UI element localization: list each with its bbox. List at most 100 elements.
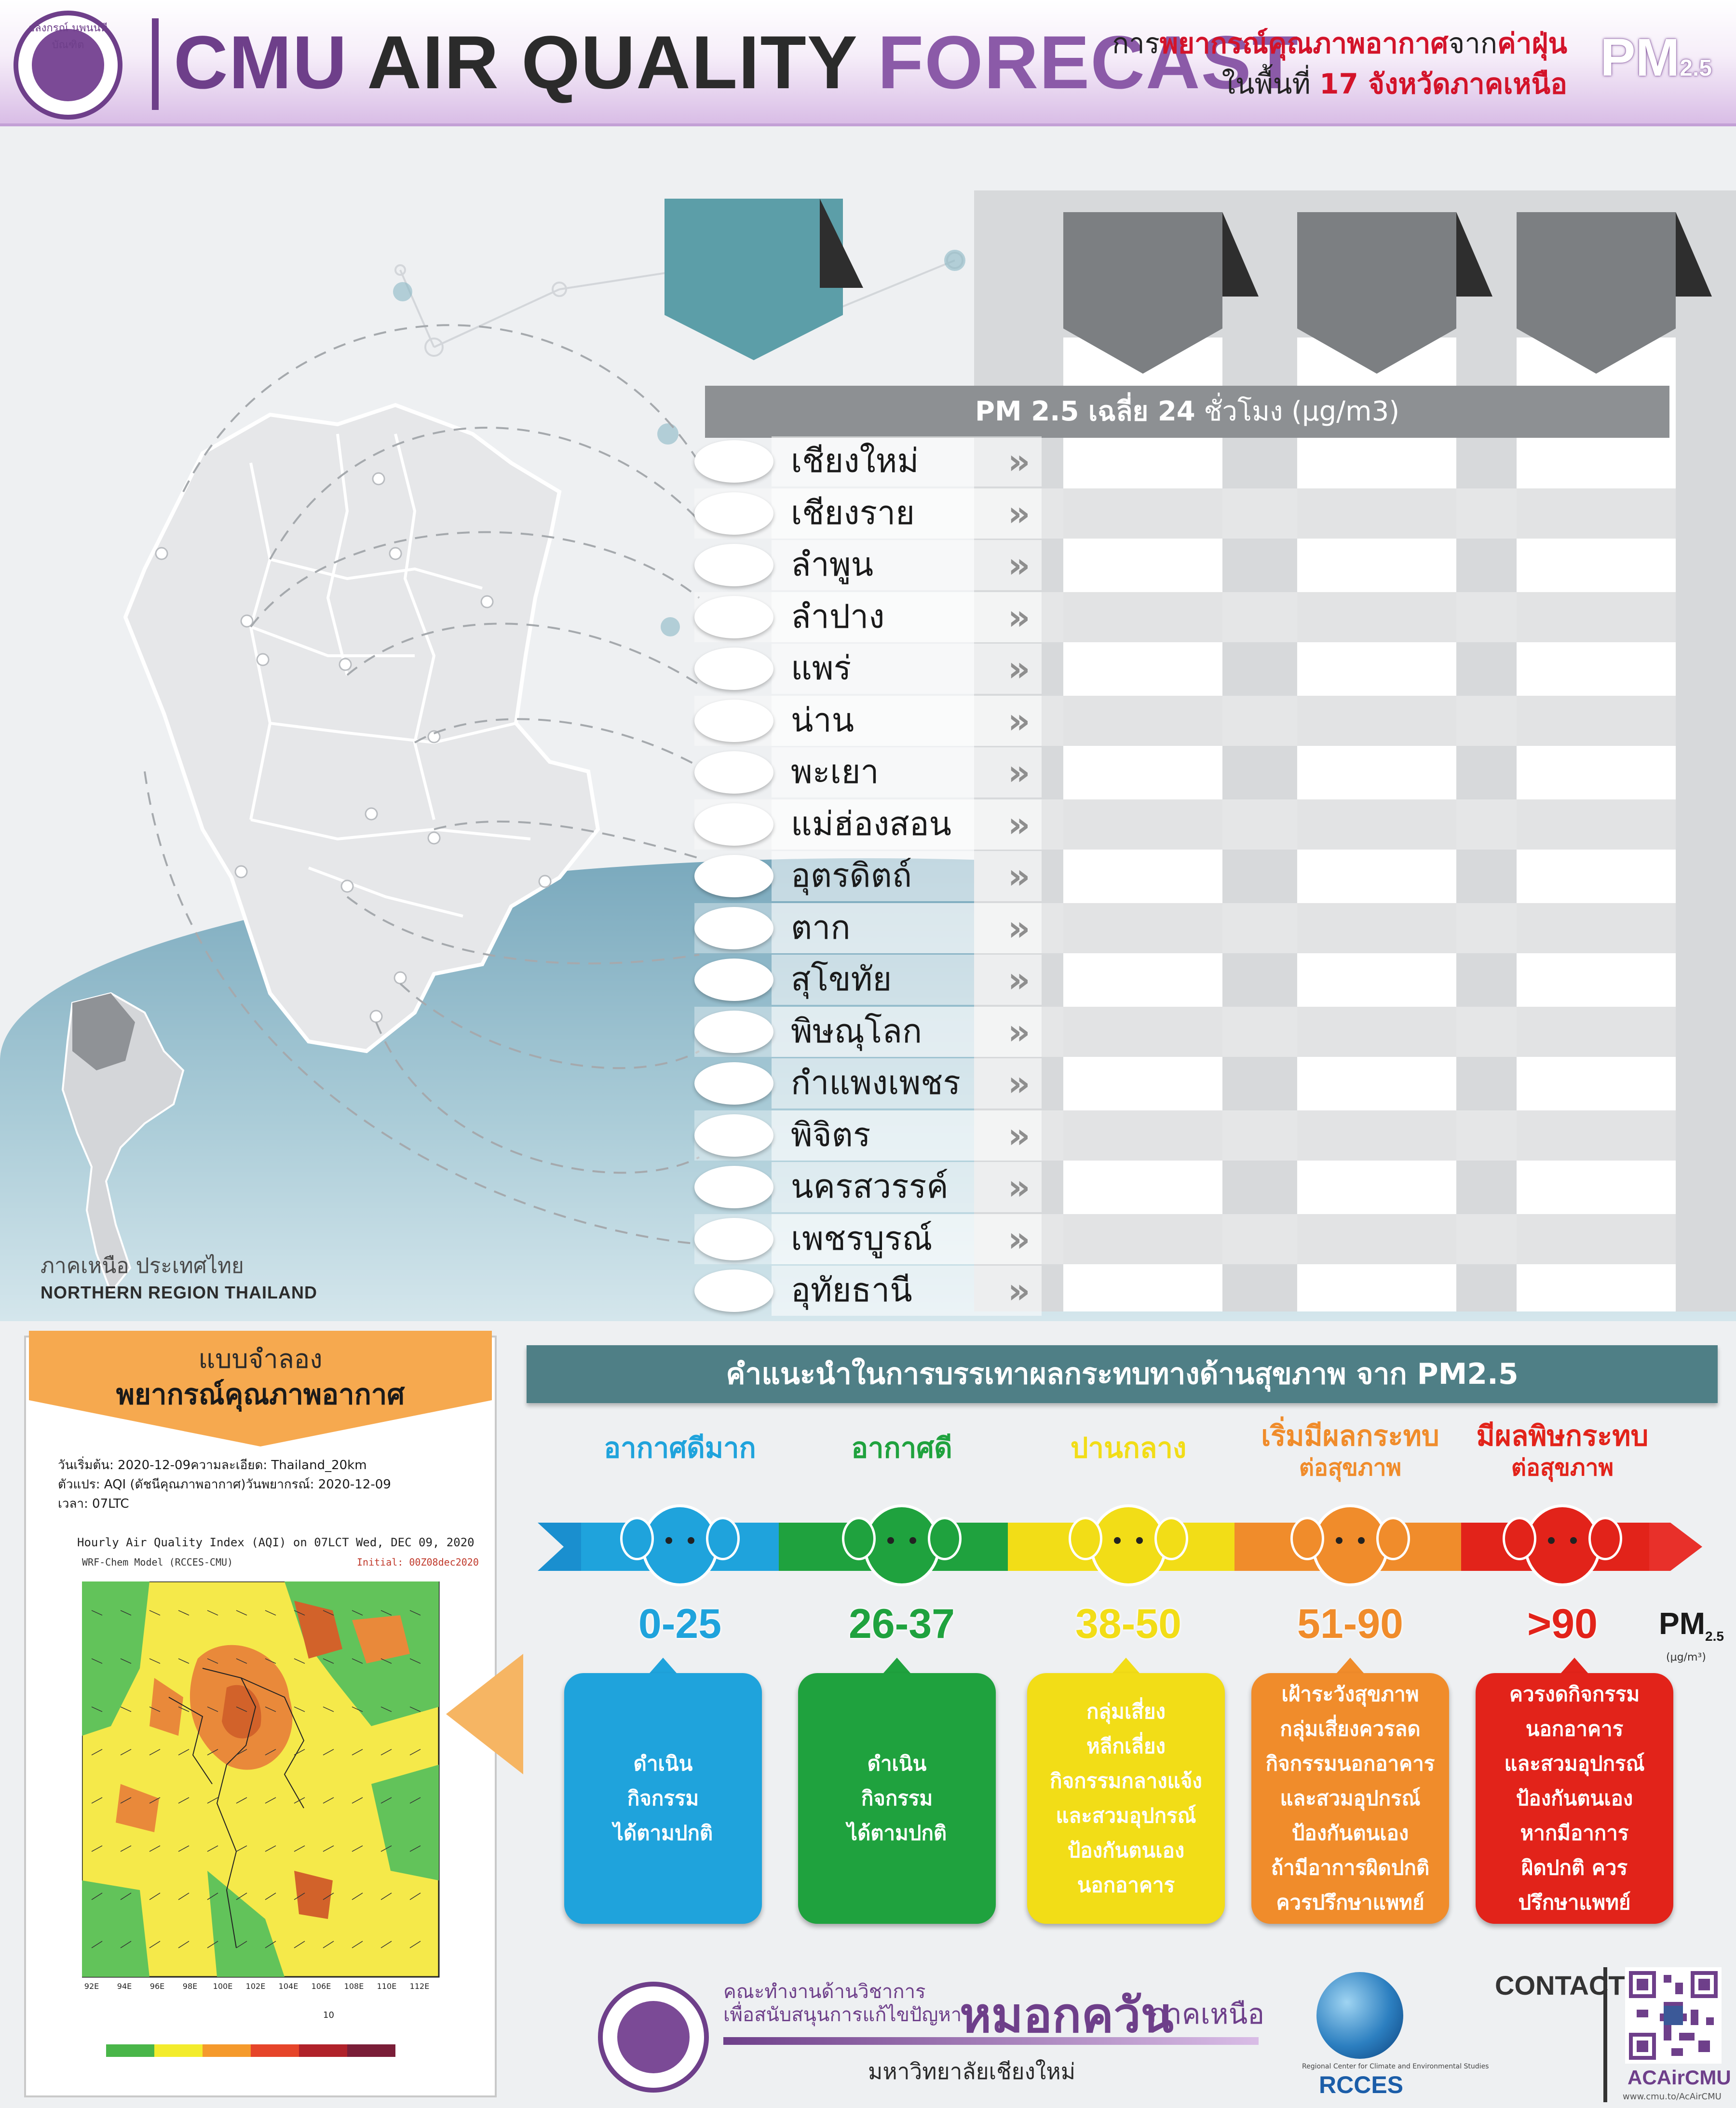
colorbar-segment (106, 2044, 154, 2057)
province-indicator-oval (694, 751, 773, 794)
footer-line1: คณะทำงานด้านวิชาการ (723, 1981, 926, 2003)
aqi-range-value: 51-90 (1297, 1601, 1403, 1647)
table-header: PM 2.5 เฉลี่ย 24 ชั่วโมง (μg/m3) (705, 386, 1669, 438)
province-row: ลำพูน » (694, 540, 1668, 590)
advice-text-line: กิจกรรม (861, 1786, 933, 1810)
forecast-cell-day3 (1517, 1162, 1676, 1212)
province-name: ลำพูน (791, 546, 874, 584)
elephant-face-icon (1290, 1504, 1410, 1586)
model-meta-line: ตัวแปร: AQI (ดัชนีคุณภาพอากาศ)วันพยากรณ์… (58, 1477, 391, 1492)
province-label-box (772, 592, 1042, 642)
forecast-cell-day3 (1517, 644, 1676, 694)
province-row: แม่ฮ่องสอน » (694, 799, 1676, 850)
province-name: นครสวรรค์ (791, 1168, 949, 1206)
aqi-forecast-map: 26N24N22N20N18N16N14N12N10N8N6N 92E94E96… (82, 1581, 440, 2020)
double-chevron-icon: » (1008, 1218, 1031, 1259)
advice-text-line: และสวมอุปกรณ์ (1280, 1786, 1421, 1810)
rcces-fullname: Regional Center for Climate and Environm… (1302, 2063, 1489, 2070)
health-advice-box: ควรงดกิจกรรม นอกอาคาร และสวมอุปกรณ์ ป้องกัน… (1476, 1673, 1673, 1924)
subtitle-highlight: 17 จังหวัดภาคเหนือ (1319, 68, 1567, 100)
advice-text-line: ป้องกันตนเอง (1516, 1786, 1633, 1810)
forecast-cell-day3 (1517, 1058, 1676, 1108)
advice-text-line: เฝ้าระวังสุขภาพ (1281, 1682, 1419, 1706)
province-name: พิษณุโลก (791, 1012, 922, 1051)
province-indicator-oval (694, 699, 773, 742)
double-chevron-icon: » (1008, 1167, 1031, 1207)
advice-text-line: กิจกรรม (627, 1786, 699, 1810)
longitude-tick: 98E (183, 1982, 197, 1991)
strip-arrow-right (1649, 1523, 1702, 1571)
elephant-eye (1548, 1537, 1555, 1544)
qr-code[interactable] (1625, 1967, 1722, 2064)
province-indicator-oval (694, 1062, 773, 1105)
province-label-box (772, 1214, 1042, 1264)
aqi-level-name: อากาศดีมาก (559, 1432, 800, 1464)
province-label-box (772, 799, 1042, 850)
advice-text-line: นอกอาคาร (1077, 1873, 1175, 1897)
forecast-cell-day3 (1517, 1006, 1676, 1057)
forecast-cell-day1 (1063, 1006, 1222, 1057)
province-label-box (772, 1266, 1042, 1316)
province-indicator-oval (694, 803, 773, 846)
province-row: เพชรบูรณ์ » (694, 1214, 1676, 1264)
advice-text-line: ดำเนิน (633, 1752, 693, 1775)
forecast-cell-day3 (1517, 747, 1676, 797)
forecast-cell-day1 (1063, 851, 1222, 901)
logo-text: อลงกรณ์ นพนนที บัณฑิต (28, 22, 108, 51)
province-name: เชียงราย (791, 494, 915, 532)
model-figure-source: WRF-Chem Model (RCCES-CMU) (82, 1556, 233, 1568)
aqi-level-name-line: อากาศดี (851, 1432, 952, 1464)
qr-url[interactable]: www.cmu.to/AcAirCMU (1623, 2092, 1722, 2102)
pm-unit-label: PM2.5 (1659, 1606, 1724, 1644)
forecast-cell-day1 (1063, 1162, 1222, 1212)
forecast-cell-day3 (1517, 1214, 1676, 1264)
double-chevron-icon: » (1008, 493, 1031, 534)
double-chevron-icon: » (1008, 907, 1031, 948)
forecast-cell-day2 (1297, 1006, 1456, 1057)
elephant-eye (1358, 1537, 1365, 1544)
elephant-face-icon (620, 1504, 740, 1586)
province-row: ตาก » (694, 903, 1676, 953)
forecast-cell-day3 (1517, 592, 1676, 642)
elephant-eye (688, 1537, 694, 1544)
elephant-ear (1588, 1517, 1622, 1560)
advice-text-line: ควรงดกิจกรรม (1509, 1682, 1640, 1706)
province-indicator-oval (694, 595, 773, 638)
forecast-cell-day2 (1297, 799, 1456, 850)
double-chevron-icon: » (1008, 700, 1031, 741)
forecast-cell-day2 (1297, 695, 1456, 746)
forecast-cell-day3 (1517, 799, 1676, 850)
forecast-cell-day2 (1297, 436, 1456, 486)
province-row: แพร่ » (694, 644, 1668, 694)
province-row: พิษณุโลก » (694, 1006, 1676, 1057)
advice-text-line: และสวมอุปกรณ์ (1504, 1752, 1645, 1775)
forecast-cell-day3 (1517, 1266, 1676, 1316)
elephant-eye (665, 1537, 672, 1544)
forecast-cell-day1 (1063, 903, 1222, 953)
forecast-cell-day1 (1063, 747, 1222, 797)
footer-university: มหาวิทยาลัยเชียงใหม่ (868, 2058, 1076, 2084)
double-chevron-icon: » (1008, 959, 1031, 1000)
longitude-tick: 100E (213, 1982, 233, 1991)
province-name: ลำปาง (791, 597, 885, 636)
province-row: เชียงใหม่ » (694, 436, 1668, 486)
province-label-box (772, 695, 1042, 746)
longitude-tick: 108E (344, 1982, 364, 1991)
province-name: เชียงใหม่ (791, 442, 919, 480)
province-indicator-oval (694, 906, 773, 949)
pm-unit-main: PM (1659, 1606, 1705, 1641)
province-row: เชียงราย » (694, 488, 1676, 539)
footer-north-title: ภาคเหนือ (1148, 1998, 1265, 2030)
province-label-box (772, 1110, 1042, 1161)
forecast-cell-day2 (1297, 644, 1456, 694)
forecast-cell-day1 (1063, 436, 1222, 486)
subtitle-highlight: ค่าฝุ่น (1497, 27, 1567, 60)
advice-text-line: กิจกรรมกลางแจ้ง (1050, 1769, 1202, 1793)
forecast-cell-day2 (1297, 592, 1456, 642)
advice-text-line: หากมีอาการ (1520, 1821, 1629, 1845)
advice-text-line: กลุ่มเสี่ยง (1086, 1700, 1166, 1723)
double-chevron-icon: » (1008, 545, 1031, 585)
province-name: กำแพงเพชร (791, 1064, 961, 1102)
elephant-eye (1114, 1537, 1121, 1544)
advice-text-line: หลีกเลี่ยง (1086, 1734, 1166, 1758)
